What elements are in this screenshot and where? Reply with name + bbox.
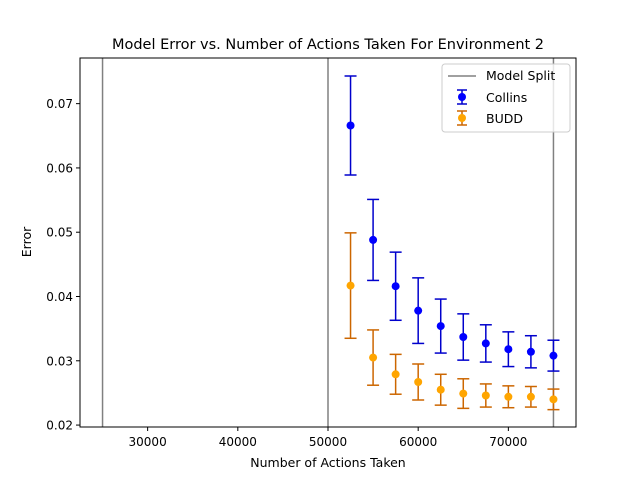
budd-point (504, 392, 513, 401)
budd-errorbar (479, 383, 492, 408)
budd-point (414, 378, 423, 386)
collins-errorbar (434, 298, 447, 354)
budd-point (369, 353, 378, 362)
collins-point (369, 235, 378, 244)
budd-point (549, 395, 558, 404)
budd-errorbar (547, 388, 560, 411)
budd-point (391, 370, 400, 379)
collins-errorbar (389, 251, 402, 322)
collins-errorbar (547, 339, 560, 372)
plot-frame (79, 57, 577, 428)
legend-model-split-label: Model Split (486, 68, 555, 83)
collins-point (459, 333, 468, 341)
budd-errorbar (389, 353, 402, 395)
y-axis-label: Error (19, 226, 34, 257)
budd-errorbar (434, 373, 447, 406)
y-axis: 0.02 0.03 0.04 0.05 0.06 0.07 (46, 97, 80, 433)
budd-point (459, 389, 468, 398)
collins-errorbar (457, 313, 470, 361)
chart-title: Model Error vs. Number of Actions Taken … (112, 37, 544, 53)
x-tick-label: 70000 (489, 435, 527, 449)
collins-point (481, 339, 490, 348)
budd-errorbar (412, 363, 425, 401)
budd-errorbar (524, 385, 537, 408)
collins-errorbar (524, 334, 537, 369)
budd-errorbar (457, 378, 470, 410)
collins-errorbar (479, 324, 492, 363)
collins-point (526, 347, 535, 356)
collins-errorbar (502, 331, 515, 368)
legend-collins-swatch (457, 89, 467, 105)
budd-point (346, 281, 355, 290)
legend: Model Split Collins BUDD (441, 63, 571, 133)
x-tick-label: 50000 (309, 435, 347, 449)
x-tick-label: 40000 (219, 435, 257, 449)
budd-point (481, 391, 490, 400)
budd-errorbar (344, 232, 357, 340)
collins-errorbar (344, 75, 357, 176)
budd-errorbar (367, 329, 380, 386)
budd-point (436, 385, 445, 394)
legend-box (441, 63, 571, 133)
collins-point (346, 121, 355, 130)
x-tick-label: 30000 (129, 435, 167, 449)
collins-point (504, 345, 513, 354)
y-tick-label: 0.02 (46, 419, 73, 433)
collins-point (414, 306, 423, 315)
y-tick-label: 0.07 (46, 97, 73, 111)
y-tick-label: 0.06 (46, 161, 73, 175)
collins-errorbar (367, 198, 380, 282)
collins-point (436, 322, 445, 331)
y-tick-label: 0.05 (46, 226, 73, 240)
legend-collins-label: Collins (486, 90, 527, 105)
legend-budd-label: BUDD (486, 111, 523, 126)
collins-errorbar (412, 277, 425, 345)
legend-budd-swatch (457, 110, 467, 126)
y-tick-label: 0.04 (46, 290, 73, 304)
budd-point (526, 392, 535, 401)
x-axis: 30000 40000 50000 60000 70000 (129, 427, 527, 449)
collins-point (391, 282, 400, 291)
x-axis-label: Number of Actions Taken (250, 455, 405, 470)
x-tick-label: 60000 (399, 435, 437, 449)
y-tick-label: 0.03 (46, 354, 73, 368)
collins-point (549, 351, 558, 360)
budd-errorbar (502, 385, 515, 409)
